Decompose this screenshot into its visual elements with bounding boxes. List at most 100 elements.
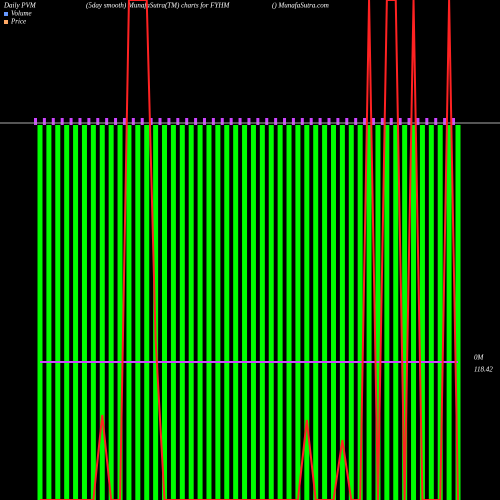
volume-bar — [428, 125, 434, 500]
volume-bar — [330, 125, 336, 500]
volume-bar — [304, 125, 310, 500]
top-marker — [96, 118, 100, 125]
volume-bar — [322, 125, 328, 500]
volume-bar — [411, 125, 417, 500]
volume-bar — [90, 125, 96, 500]
volume-bar — [162, 125, 168, 500]
top-marker — [211, 118, 215, 125]
top-marker — [220, 118, 224, 125]
top-marker — [265, 118, 269, 125]
volume-bar — [375, 125, 381, 500]
top-marker — [380, 118, 384, 125]
volume-bar — [366, 125, 372, 500]
top-marker — [140, 118, 144, 125]
volume-bar — [268, 125, 274, 500]
top-marker — [256, 118, 260, 125]
top-marker — [247, 118, 251, 125]
legend-label: Volume — [11, 10, 32, 18]
top-marker — [443, 118, 447, 125]
top-marker — [87, 118, 91, 125]
top-marker — [185, 118, 189, 125]
top-marker — [176, 118, 180, 125]
top-marker — [69, 118, 73, 125]
volume-bar — [286, 125, 292, 500]
volume-bar — [339, 125, 345, 500]
top-marker — [318, 118, 322, 125]
price-axis-label: 118.42 — [474, 366, 493, 374]
volume-bar — [455, 125, 461, 500]
volume-bar — [233, 125, 239, 500]
top-marker — [158, 118, 162, 125]
volume-bar — [135, 125, 141, 500]
top-marker — [274, 118, 278, 125]
top-marker — [51, 118, 55, 125]
top-marker — [398, 118, 402, 125]
top-marker — [371, 118, 375, 125]
top-marker — [238, 118, 242, 125]
chart-title: Daily PVM — [3, 2, 37, 10]
top-marker — [291, 118, 295, 125]
volume-bar — [179, 125, 185, 500]
volume-bar — [64, 125, 70, 500]
volume-bar — [250, 125, 256, 500]
top-marker — [309, 118, 313, 125]
top-marker — [122, 118, 126, 125]
volume-bar — [242, 125, 248, 500]
top-marker — [229, 118, 233, 125]
top-marker — [407, 118, 411, 125]
volume-bar — [277, 125, 283, 500]
volume-bar — [206, 125, 212, 500]
top-marker — [42, 118, 46, 125]
top-marker — [105, 118, 109, 125]
top-marker — [425, 118, 429, 125]
top-marker — [149, 118, 153, 125]
volume-bar — [259, 125, 265, 500]
top-marker — [389, 118, 393, 125]
top-marker — [114, 118, 118, 125]
top-marker — [131, 118, 135, 125]
top-marker — [336, 118, 340, 125]
volume-bar — [46, 125, 52, 500]
volume-bar — [99, 125, 105, 500]
chart-subtitle: (5day smooth) MunafaSutra(TM) charts for… — [86, 2, 230, 10]
top-marker — [60, 118, 64, 125]
top-marker — [452, 118, 455, 125]
volume-bar — [419, 125, 425, 500]
top-marker — [78, 118, 82, 125]
volume-bar — [73, 125, 79, 500]
top-marker — [363, 118, 367, 125]
top-marker — [327, 118, 331, 125]
legend-swatch — [4, 20, 8, 24]
top-marker — [354, 118, 358, 125]
volume-bar — [215, 125, 221, 500]
top-marker — [167, 118, 171, 125]
volume-bar — [446, 125, 452, 500]
top-marker — [34, 118, 37, 125]
volume-bar — [37, 125, 43, 500]
volume-bar — [313, 125, 319, 500]
legend-swatch — [4, 12, 8, 16]
volume-bar — [348, 125, 354, 500]
volume-bar — [188, 125, 194, 500]
top-marker — [300, 118, 304, 125]
volume-bar — [224, 125, 230, 500]
volume-bar — [295, 125, 301, 500]
volume-bar — [55, 125, 61, 500]
smooth-line — [40, 0, 459, 500]
volume-bar — [357, 125, 363, 500]
legend-label: Price — [10, 18, 26, 26]
volume-bar — [402, 125, 408, 500]
volume-bar — [437, 125, 443, 500]
volume-bar — [108, 125, 114, 500]
top-marker — [202, 118, 206, 125]
source: () MunafaSutra.com — [272, 2, 329, 10]
volume-bar — [81, 125, 87, 500]
top-marker — [416, 118, 420, 125]
volume-bar — [170, 125, 176, 500]
top-marker — [283, 118, 287, 125]
top-marker — [434, 118, 438, 125]
volume-bar — [197, 125, 203, 500]
volume-axis-label: 0M — [474, 354, 485, 362]
volume-bar — [117, 125, 123, 500]
